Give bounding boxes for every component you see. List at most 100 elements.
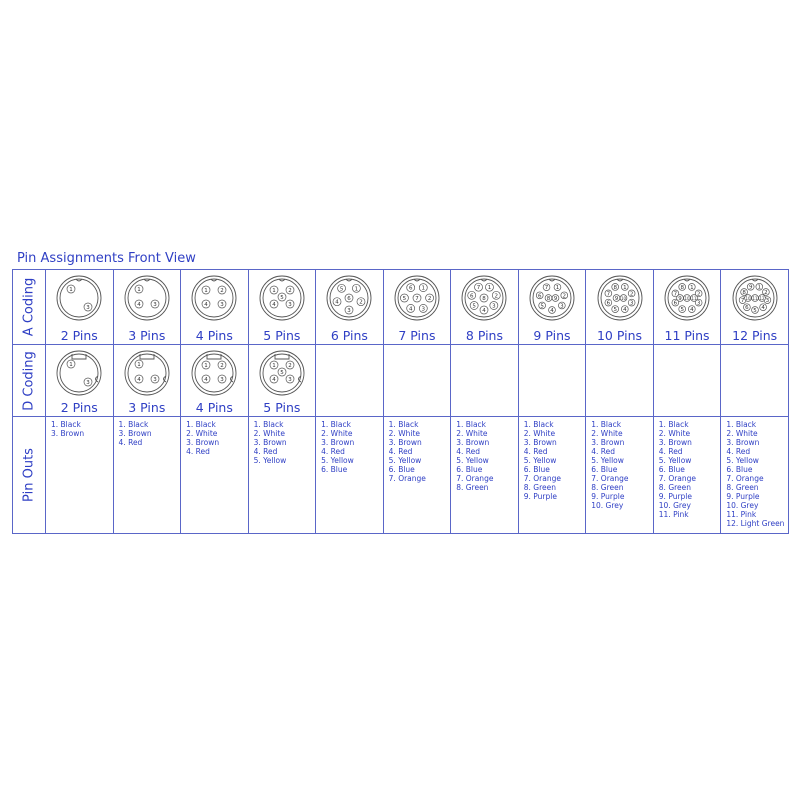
row-label-d-coding: D Coding	[12, 344, 46, 417]
a-coding-cell: 1 2 3 4 5 6 7 8 9 10 11 11 Pins	[652, 269, 722, 345]
pin-4: 4	[406, 304, 415, 313]
pin-2: 2	[560, 291, 569, 299]
connector-diagram: 1 4 3	[124, 350, 170, 396]
pinout-item: 10. Grey	[726, 501, 759, 510]
svg-text:12: 12	[759, 296, 765, 301]
pin-4: 4	[134, 299, 144, 309]
svg-text:7: 7	[740, 298, 744, 304]
svg-text:7: 7	[477, 285, 481, 291]
svg-text:5: 5	[613, 307, 617, 313]
pinout-cell: 1. Black 2. White 3. Brown 4. Red 5. Yellow 6…	[315, 416, 384, 534]
pin-3: 3	[217, 374, 227, 384]
svg-text:1: 1	[70, 287, 74, 293]
pin-1: 1	[688, 283, 696, 291]
pin-8: 8	[678, 283, 686, 291]
pin-7: 7	[412, 293, 422, 303]
pinout-item: 8. Green	[658, 483, 692, 492]
pin-7: 7	[474, 282, 484, 292]
pin-9: 9	[746, 282, 755, 291]
pin-4: 4	[759, 303, 767, 311]
pinout-item: 8. Green	[726, 483, 759, 492]
pinout-item: 6. Blue	[388, 465, 415, 474]
pinout-item: 7. Orange	[658, 474, 697, 483]
pin-1: 1	[352, 283, 362, 293]
svg-text:1: 1	[272, 288, 276, 294]
pin-1: 1	[201, 360, 211, 370]
connector-diagram: 12 345 678	[462, 275, 507, 321]
pinout-item: 3. Brown	[523, 438, 557, 447]
svg-text:5: 5	[680, 307, 684, 313]
pin-5: 5	[610, 305, 619, 313]
pin-2: 2	[425, 293, 434, 303]
pin-1: 1	[553, 283, 562, 291]
svg-text:5: 5	[340, 286, 344, 292]
svg-text:4: 4	[272, 377, 276, 383]
pinout-item: 6. Blue	[456, 465, 483, 474]
pin-count-label: 4 Pins	[195, 328, 233, 343]
svg-text:2: 2	[221, 363, 225, 369]
pinout-item: 11. Pink	[658, 510, 689, 519]
row-label-pin-outs: Pin Outs	[12, 416, 46, 534]
pinout-item: 4. Red	[726, 447, 751, 456]
pin-2: 2	[285, 285, 295, 295]
pinout-item: 6. Blue	[591, 465, 618, 474]
pinout-item: 10. Grey	[591, 501, 624, 510]
pinout-item: 7. Orange	[523, 474, 561, 483]
pinout-item: 3. Brown	[118, 429, 152, 438]
svg-text:1: 1	[488, 285, 492, 291]
a-coding-cell: 1 4 3 3 Pins	[112, 269, 182, 345]
connector-diagram: 1 2 3 45	[259, 275, 305, 321]
pin-6: 6	[671, 298, 680, 307]
pinout-cell: 1. Black 2. White 3. Brown 4. Red 5. Yellow 6…	[585, 416, 654, 534]
pin-6: 6	[467, 290, 477, 300]
pin-3: 3	[345, 305, 354, 315]
pinout-item: 3. Brown	[591, 438, 625, 447]
svg-text:1: 1	[70, 362, 74, 368]
pin-5: 5	[750, 306, 759, 314]
svg-text:2: 2	[563, 293, 567, 299]
pin-5: 5	[337, 283, 347, 293]
pin-count-label: 2 Pins	[60, 328, 98, 343]
svg-text:3: 3	[153, 377, 157, 383]
svg-text:9: 9	[554, 296, 558, 302]
pin-8: 8	[739, 288, 748, 296]
pinout-item: 4. Red	[118, 438, 143, 447]
svg-text:5: 5	[280, 370, 284, 376]
pinout-cell: 1. Black 2. White 3. Brown 4. Red 5. Yellow 6…	[450, 416, 519, 534]
svg-text:6: 6	[674, 301, 678, 307]
pin-2: 2	[357, 297, 366, 307]
svg-text:1: 1	[137, 287, 141, 293]
row-label-a-coding: A Coding	[12, 269, 46, 345]
svg-text:3: 3	[221, 377, 225, 383]
connector-diagram: 1 2 3 4 56	[326, 275, 372, 321]
pin-10: 10	[619, 294, 627, 302]
svg-text:4: 4	[272, 302, 276, 308]
pinout-item: 3. Brown	[186, 438, 220, 447]
pinout-item: 4. Red	[523, 447, 548, 456]
pinout-item: 4. Red	[456, 447, 480, 456]
pin-3: 3	[627, 298, 635, 307]
pin-9: 9	[612, 294, 620, 302]
pin-3: 3	[558, 301, 566, 309]
pin-4: 4	[269, 299, 279, 309]
svg-text:4: 4	[690, 307, 694, 313]
pinout-item: 1. Black	[726, 420, 757, 429]
pin-count-label: 6 Pins	[330, 328, 368, 343]
pin-8: 8	[610, 283, 619, 291]
svg-text:10: 10	[685, 296, 691, 301]
pin-4: 4	[548, 306, 556, 314]
pin-10: 10	[743, 294, 752, 302]
pinout-cell: 1. Black 2. White 3. Brown 4. Red 5. Yellow 6…	[720, 416, 789, 534]
pin-3: 3	[285, 374, 295, 384]
pin-6: 6	[345, 293, 354, 303]
svg-text:6: 6	[606, 301, 610, 307]
pinout-item: 8. Green	[591, 483, 624, 492]
svg-text:2: 2	[428, 296, 432, 302]
d-coding-cell	[652, 344, 722, 417]
pin-10: 10	[683, 294, 691, 302]
pinout-item: 5. Yellow	[523, 456, 557, 465]
pinout-item: 2. White	[253, 429, 285, 438]
